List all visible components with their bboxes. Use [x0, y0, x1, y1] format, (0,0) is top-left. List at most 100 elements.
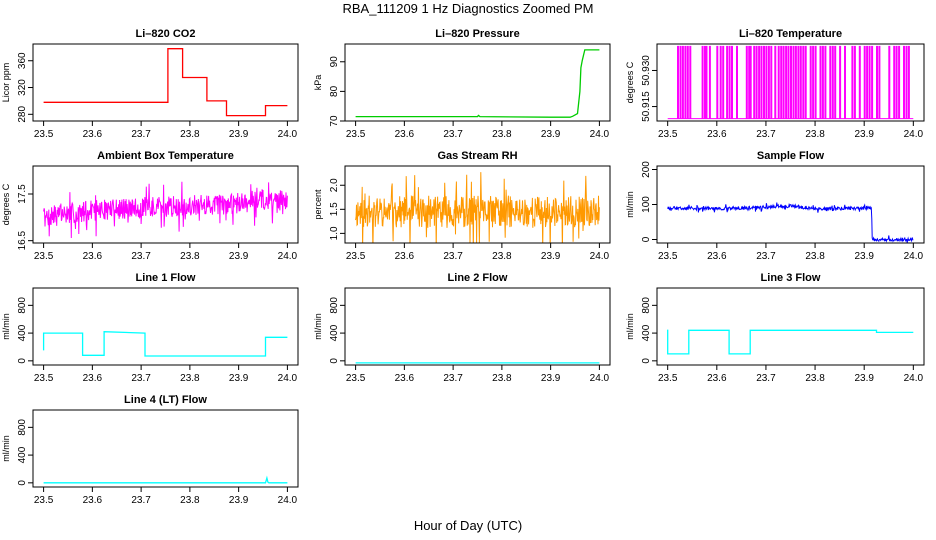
x-tick-label: 23.8: [805, 373, 825, 384]
y-axis-label: ml/min: [625, 191, 635, 218]
x-tick-label: 23.5: [658, 373, 678, 384]
x-tick-label: 23.7: [443, 373, 463, 384]
y-tick-label: 100: [641, 196, 652, 213]
chart-title: Ambient Box Temperature: [97, 150, 234, 162]
chart-title: Gas Stream RH: [437, 150, 517, 162]
x-tick-label: 23.6: [395, 251, 415, 262]
y-tick-label: 0: [641, 358, 652, 364]
y-tick-label: 320: [17, 79, 28, 96]
y-tick-label: 0: [329, 358, 340, 364]
x-tick-label: 24.0: [278, 373, 298, 384]
series-line: [43, 48, 288, 117]
x-tick-label: 23.5: [346, 129, 366, 140]
page-title: RBA_111209 1 Hz Diagnostics Zoomed PM: [342, 1, 594, 16]
x-tick-label: 23.9: [854, 251, 874, 262]
y-axis-label: ml/min: [625, 313, 635, 340]
plot-area: [667, 45, 914, 120]
chart-panel-9: Line 3 Flow 23.5 23.6 23.7 23.8 23.9 24.0 0 400 8…: [625, 272, 925, 384]
x-tick-label: 23.7: [131, 495, 151, 506]
chart-panel-7: Line 1 Flow 23.5 23.6 23.7 23.8 23.9 24.0 0 400 8…: [1, 272, 299, 384]
y-tick-label: 360: [17, 52, 28, 69]
x-tick-label: 24.0: [278, 251, 298, 262]
x-tick-label: 24.0: [904, 129, 924, 140]
x-tick-label: 23.8: [180, 373, 200, 384]
x-tick-label: 23.5: [658, 251, 678, 262]
chart-panel-5: Gas Stream RH 23.5 23.6 23.7 23.8 23.9 24.0 1.0…: [313, 150, 611, 262]
chart-panel-4: Ambient Box Temperature 23.5 23.6 23.7 23.8 2…: [1, 150, 299, 262]
x-tick-label: 23.8: [805, 251, 825, 262]
x-tick-label: 24.0: [590, 251, 610, 262]
plot-frame: [656, 43, 925, 122]
page-x-axis-label: Hour of Day (UTC): [413, 518, 523, 533]
x-tick-label: 23.9: [854, 373, 874, 384]
y-axis-label: degrees C: [625, 61, 635, 103]
plot-frame: [344, 43, 611, 122]
plot-frame: [344, 287, 611, 366]
plot-area: [667, 202, 914, 243]
y-tick-label: 400: [641, 324, 652, 341]
x-tick-label: 23.7: [131, 373, 151, 384]
series-line: [355, 49, 600, 118]
y-tick-label: 1.5: [329, 202, 340, 216]
chart-panel-3: Li–820 Temperature 23.5 23.6 23.7 23.8 23.9 24…: [625, 28, 925, 140]
x-tick-label: 23.7: [756, 251, 776, 262]
y-tick-label: 400: [17, 446, 28, 463]
chart-panel-6: Sample Flow 23.5 23.6 23.7 23.8 23.9 24.0 0 100 2…: [625, 150, 925, 262]
chart-title: Sample Flow: [757, 150, 825, 162]
y-tick-label: 800: [17, 419, 28, 436]
x-tick-label: 23.9: [229, 373, 249, 384]
chart-title: Line 3 Flow: [761, 272, 821, 284]
y-tick-label: 90: [329, 56, 340, 68]
x-tick-label: 23.5: [34, 129, 54, 140]
plot-area: [42, 331, 288, 357]
x-tick-label: 24.0: [904, 251, 924, 262]
x-tick-label: 23.7: [756, 129, 776, 140]
plot-area: [43, 48, 288, 117]
y-tick-label: 17.5: [17, 184, 28, 204]
y-axis-label: degrees C: [1, 183, 11, 225]
series-line: [667, 202, 914, 243]
x-tick-label: 23.8: [805, 129, 825, 140]
chart-title: Li–820 Pressure: [435, 28, 519, 40]
y-tick-label: 800: [641, 297, 652, 314]
plot-frame: [344, 165, 611, 244]
x-tick-label: 23.8: [180, 495, 200, 506]
y-axis-label: ml/min: [313, 313, 323, 340]
plot-area: [355, 49, 600, 118]
chart-title: Line 4 (LT) Flow: [124, 394, 207, 406]
chart-panel-8: Line 2 Flow 23.5 23.6 23.7 23.8 23.9 24.0 0 400 8…: [313, 272, 611, 384]
x-tick-label: 23.7: [756, 373, 776, 384]
x-tick-label: 24.0: [590, 129, 610, 140]
x-tick-label: 23.8: [180, 129, 200, 140]
plot-frame: [32, 165, 299, 244]
plot-area: [43, 181, 288, 239]
y-tick-label: 400: [17, 324, 28, 341]
y-tick-label: 800: [329, 297, 340, 314]
y-tick-label: 0: [17, 358, 28, 364]
y-tick-label: 50.930: [641, 55, 652, 86]
x-tick-label: 24.0: [278, 129, 298, 140]
chart-title: Line 1 Flow: [136, 272, 196, 284]
y-tick-label: 16.5: [17, 230, 28, 250]
x-tick-label: 23.5: [34, 495, 54, 506]
x-tick-label: 23.6: [707, 251, 727, 262]
y-axis-label: ml/min: [1, 313, 11, 340]
y-tick-label: 2.0: [329, 178, 340, 192]
chart-title: Li–820 Temperature: [739, 28, 842, 40]
series-line: [667, 45, 914, 120]
chart-panel-1: Li–820 CO2 23.5 23.6 23.7 23.8 23.9 24.0 280 320…: [1, 28, 299, 140]
series-line: [667, 329, 914, 355]
x-tick-label: 24.0: [904, 373, 924, 384]
y-tick-label: 280: [17, 106, 28, 123]
x-tick-label: 23.9: [229, 495, 249, 506]
x-tick-label: 23.8: [180, 251, 200, 262]
y-axis-label: Licor ppm: [1, 63, 11, 103]
series-line: [43, 475, 288, 484]
y-axis-label: percent: [313, 189, 323, 220]
x-tick-label: 23.7: [131, 129, 151, 140]
chart-title: Li–820 CO2: [136, 28, 196, 40]
x-tick-label: 23.6: [707, 373, 727, 384]
chart-panel-2: Li–820 Pressure 23.5 23.6 23.7 23.8 23.9 24.0 7…: [313, 28, 611, 140]
x-tick-label: 23.6: [83, 251, 103, 262]
